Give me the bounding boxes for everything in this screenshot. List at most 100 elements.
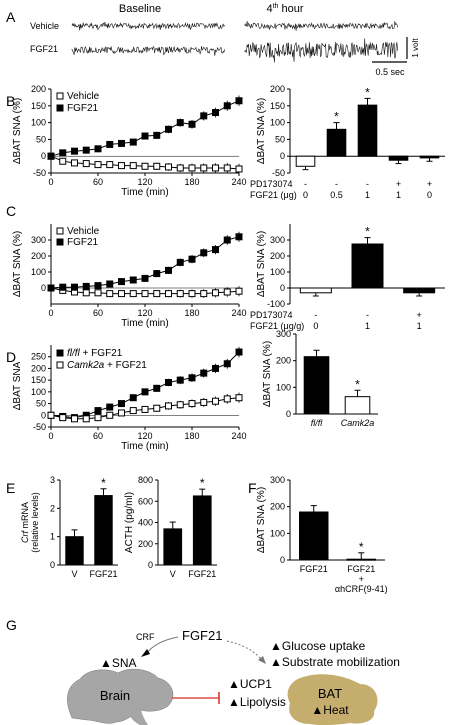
x-axis-label: Time (min) [121, 187, 168, 198]
legend-c-vehicle-marker [56, 227, 64, 235]
chart-c-left: 0 100 200 300 0 60 120 180 240 Time (min) ΔBAT SNA… [12, 224, 247, 329]
volt-scale-label: 1 volt [411, 38, 420, 58]
pd-label: + [427, 179, 432, 189]
x-category-label: αhCRF(9-41) [335, 584, 388, 594]
dose-label: 0 [427, 190, 432, 200]
legend-d-flfl-rest: + FGF21 [80, 348, 123, 359]
y-tick-label: 100 [31, 267, 46, 277]
y-tick-label: 3 [50, 475, 55, 485]
chart-e-right: 0 200 400 600 800 V * FGF21 ACTH (pg/ml) [124, 475, 217, 579]
data-point [129, 138, 137, 146]
y-tick-label: 2 [50, 503, 55, 513]
y-tick-label: 100 [270, 528, 285, 538]
significance-star: * [365, 85, 370, 99]
y-tick-label: -50 [33, 168, 46, 178]
legend-d-flfl-label: fl/fl + FGF21 [67, 348, 123, 359]
data-point [212, 364, 219, 372]
bar [403, 287, 436, 294]
data-point [47, 284, 55, 292]
brainstem-shape [128, 710, 148, 725]
data-point [153, 290, 161, 298]
legend-c-fgf21-label: FGF21 [67, 237, 99, 248]
data-point [153, 131, 161, 139]
y-tick-label: 300 [270, 475, 285, 485]
data-point [153, 384, 161, 392]
legend-d-flfl-marker [56, 349, 64, 357]
x-category-label: FGF21 [188, 569, 216, 579]
data-point [106, 161, 114, 169]
y-tick-label: 200 [31, 363, 46, 373]
y-tick-label: -100 [267, 299, 285, 309]
data-point [200, 249, 208, 257]
y-tick-label: 0 [280, 151, 285, 161]
bar [303, 356, 330, 415]
y-tick-label: 300 [270, 235, 285, 245]
y-axis-label-2: (relative levels) [30, 492, 40, 553]
y-tick-label: 300 [276, 329, 291, 339]
y-axis-label: ΔBAT SNA (%) [12, 98, 23, 164]
legend-d-camk-italic: Camk2a [67, 360, 105, 371]
legend-d-camk-marker [56, 361, 64, 369]
x-tick-label: 0 [48, 431, 53, 441]
y-tick-label: 0 [280, 283, 285, 293]
chart-d-right: 0 100 200 300 fl/fl * Camk2a ΔBAT SNA (%) [262, 329, 378, 428]
y-tick-label: 50 [275, 134, 285, 144]
panel-letter-b: B [6, 93, 15, 109]
data-point [200, 112, 208, 120]
data-point [212, 164, 219, 172]
legend-d-camk-rest: + FGF21 [104, 360, 147, 371]
y-tick-label: 150 [31, 101, 46, 111]
data-point [223, 102, 231, 110]
data-point [176, 376, 184, 384]
y-axis-label: ΔBAT SNA (%) [256, 487, 267, 553]
panel-letter-c: C [6, 203, 16, 219]
data-point [165, 266, 172, 274]
y-axis-label: ACTH (pg/ml) [124, 492, 135, 553]
x-category-label: FGF21 [347, 564, 375, 574]
y-tick-label: 0 [41, 283, 46, 293]
y-tick-label: 200 [138, 539, 153, 549]
panel-a: Baseline 4th hour Vehicle FGF21 1 volt 0… [30, 3, 420, 77]
data-point [200, 164, 208, 172]
panel-letter-e: E [6, 480, 15, 496]
data-point [59, 149, 67, 157]
data-point [94, 289, 102, 297]
data-point [200, 398, 208, 406]
data-point [153, 404, 161, 412]
data-point [176, 164, 184, 172]
x-tick-label: 240 [231, 177, 246, 187]
pd-label: - [366, 179, 369, 189]
y-axis-label: ΔBAT SNA (%) [256, 98, 267, 164]
x-tick-label: 120 [137, 177, 152, 187]
y-axis-label: ΔBAT SNA (%) [262, 341, 273, 407]
bar [65, 536, 84, 566]
g-brain-label: Brain [100, 688, 130, 703]
data-point [235, 287, 243, 295]
y-tick-label: 0 [286, 409, 291, 419]
pd-label: + [417, 310, 422, 320]
data-point [71, 147, 78, 155]
y-tick-label: 100 [31, 118, 46, 128]
bar [94, 495, 113, 566]
g-crf-label: CRF [136, 632, 155, 642]
data-point [176, 258, 184, 266]
y-axis-label: ΔBAT SNA (%) [256, 231, 267, 297]
x-category-label: Camk2a [341, 418, 375, 428]
data-point [212, 109, 219, 117]
hour-label: 4th hour [266, 3, 303, 15]
data-point [94, 414, 102, 422]
y-tick-label: 150 [31, 375, 46, 385]
bar [388, 155, 409, 161]
data-point [212, 246, 219, 254]
data-point [188, 120, 196, 128]
bar [299, 511, 329, 561]
data-point [82, 146, 90, 154]
data-point [165, 163, 172, 171]
y-tick-label: 200 [270, 502, 285, 512]
data-point [94, 282, 102, 290]
data-point [235, 165, 243, 173]
g-fgf21-label: FGF21 [182, 628, 222, 643]
